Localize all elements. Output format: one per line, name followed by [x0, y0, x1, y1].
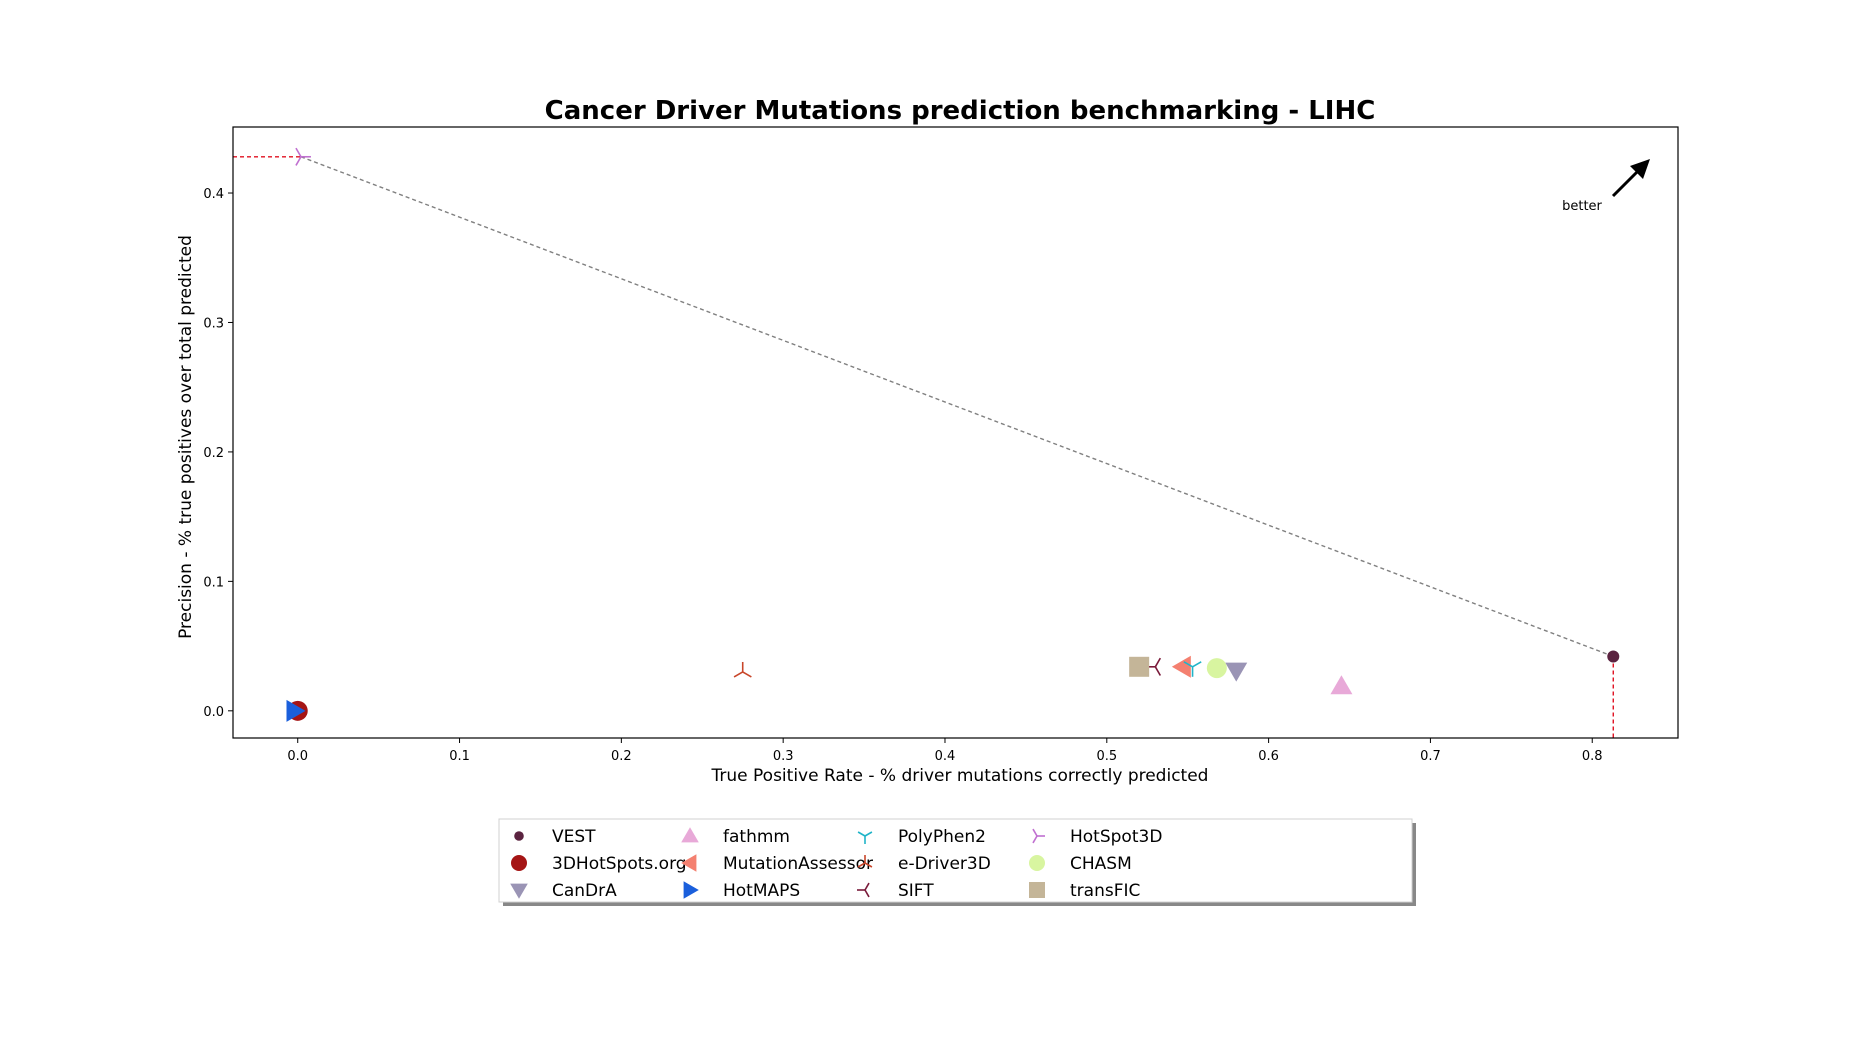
legend-entry: HotSpot3D: [1032, 827, 1162, 847]
legend-label: fathmm: [723, 827, 790, 847]
legend-label: e-Driver3D: [898, 854, 991, 874]
data-point-polyphen2: [1183, 661, 1202, 677]
data-point-chasm: [1206, 658, 1227, 679]
legend-label: HotSpot3D: [1070, 827, 1162, 847]
legend-marker: [1029, 855, 1045, 871]
legend-marker: [511, 855, 527, 871]
legend-box: [498, 818, 1413, 903]
legend-label: CanDrA: [552, 881, 617, 901]
y-tick-label: 0.0: [203, 705, 224, 720]
legend-label: transFIC: [1070, 881, 1140, 901]
legend-entry: fathmm: [681, 827, 790, 847]
x-axis-label: True Positive Rate - % driver mutations …: [711, 766, 1209, 786]
legend-items: VEST 3DHotSpots.org CanDrA fathmm MutationAs…: [510, 827, 1162, 901]
better-label: better: [1562, 199, 1602, 214]
y-tick-label: 0.1: [203, 575, 224, 590]
x-tick-label: 0.7: [1420, 749, 1441, 764]
y-tick-label: 0.4: [203, 187, 224, 202]
data-point-mutationassessor: [1171, 655, 1191, 678]
legend-label: PolyPhen2: [898, 827, 986, 847]
legend-label: SIFT: [898, 881, 934, 901]
better-arrow-shaft: [1611, 167, 1642, 198]
legend-label: CHASM: [1070, 854, 1132, 874]
legend-label: VEST: [552, 827, 596, 847]
x-tick-label: 0.1: [449, 749, 470, 764]
legend: VEST 3DHotSpots.org CanDrA fathmm MutationAs…: [498, 818, 1416, 906]
legend-entry: VEST: [514, 827, 596, 847]
data-point-hotmaps: [286, 699, 306, 722]
legend-marker: [681, 827, 699, 843]
legend-entry: transFIC: [1029, 881, 1140, 901]
better-annotation: better: [1562, 159, 1650, 214]
x-tick-label: 0.6: [1258, 749, 1279, 764]
legend-entry: HotMAPS: [683, 881, 800, 901]
x-tick-label: 0.3: [773, 749, 794, 764]
legend-entry: PolyPhen2: [857, 827, 986, 847]
x-axis-ticks: 0.0 0.1 0.2 0.3 0.4 0.5 0.6 0.7 0.8: [287, 738, 1603, 764]
data-point-e-driver3d: [733, 661, 752, 678]
legend-marker: [510, 883, 528, 899]
legend-label: 3DHotSpots.org: [552, 854, 687, 874]
legend-entry: 3DHotSpots.org: [511, 854, 687, 874]
legend-marker: [857, 831, 873, 844]
data-point-fathmm: [1330, 675, 1353, 695]
pareto-frontier-line: [300, 156, 1614, 658]
legend-marker: [514, 831, 524, 841]
legend-marker: [1029, 882, 1045, 898]
legend-marker: [683, 881, 699, 899]
data-point-transfic: [1129, 656, 1150, 677]
data-point-vest: [1607, 650, 1620, 663]
y-tick-label: 0.2: [203, 446, 224, 461]
legend-entry: CHASM: [1029, 854, 1132, 874]
legend-marker: [857, 882, 870, 898]
y-axis-label: Precision - % true positives over total …: [176, 235, 196, 639]
plot-area: [233, 147, 1620, 738]
axes-frame: [232, 126, 1679, 739]
legend-marker: [857, 855, 873, 868]
legend-label: HotMAPS: [723, 881, 800, 901]
data-point-hotspot3d: [295, 147, 311, 166]
legend-marker: [1032, 828, 1045, 844]
x-tick-label: 0.2: [611, 749, 632, 764]
legend-entry: MutationAssessor: [681, 854, 873, 874]
chart-title: Cancer Driver Mutations prediction bench…: [545, 96, 1376, 126]
y-tick-label: 0.3: [203, 316, 224, 331]
x-tick-label: 0.4: [935, 749, 956, 764]
legend-marker: [681, 854, 697, 872]
legend-label: MutationAssessor: [723, 854, 873, 874]
legend-entry: CanDrA: [510, 881, 617, 901]
x-tick-label: 0.5: [1096, 749, 1117, 764]
x-tick-label: 0.0: [287, 749, 308, 764]
better-arrow-head: [1630, 159, 1650, 179]
legend-entry: SIFT: [857, 881, 934, 901]
data-point-candra: [1225, 662, 1248, 682]
y-axis-ticks: 0.0 0.1 0.2 0.3 0.4: [203, 187, 233, 720]
x-tick-label: 0.8: [1582, 749, 1603, 764]
legend-entry: e-Driver3D: [857, 854, 991, 874]
